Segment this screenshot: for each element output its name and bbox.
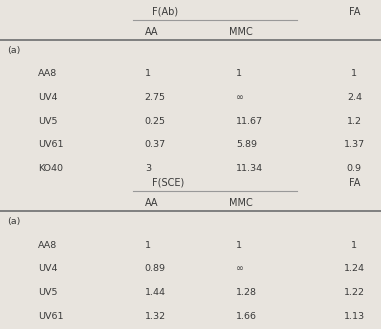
Text: 1: 1 <box>351 240 357 250</box>
Text: UV5: UV5 <box>38 117 58 126</box>
Text: 1: 1 <box>236 240 242 250</box>
Text: UV4: UV4 <box>38 264 58 273</box>
Text: (a): (a) <box>8 46 21 55</box>
Text: 0.25: 0.25 <box>145 117 166 126</box>
Text: ∞: ∞ <box>236 264 244 273</box>
Text: FA: FA <box>349 178 360 188</box>
Text: (a): (a) <box>8 217 21 226</box>
Text: 0.37: 0.37 <box>145 140 166 149</box>
Text: AA8: AA8 <box>38 240 58 250</box>
Text: 1: 1 <box>145 69 151 78</box>
Text: FA: FA <box>349 7 360 16</box>
Text: UV61: UV61 <box>38 312 64 321</box>
Text: 1.24: 1.24 <box>344 264 365 273</box>
Text: 1.66: 1.66 <box>236 312 257 321</box>
Text: AA: AA <box>145 27 158 37</box>
Text: 1.2: 1.2 <box>347 117 362 126</box>
Text: F(Ab): F(Ab) <box>152 7 179 16</box>
Text: 1.22: 1.22 <box>344 288 365 297</box>
Text: 11.34: 11.34 <box>236 164 263 173</box>
Text: AA8: AA8 <box>38 69 58 78</box>
Text: 1.37: 1.37 <box>344 140 365 149</box>
Text: UV4: UV4 <box>38 93 58 102</box>
Text: 1: 1 <box>236 69 242 78</box>
Text: 11.67: 11.67 <box>236 117 263 126</box>
Text: 2.4: 2.4 <box>347 93 362 102</box>
Text: 1.13: 1.13 <box>344 312 365 321</box>
Text: KO40: KO40 <box>38 164 63 173</box>
Text: 2.75: 2.75 <box>145 93 166 102</box>
Text: 1.32: 1.32 <box>145 312 166 321</box>
Text: MMC: MMC <box>229 27 252 37</box>
Text: ∞: ∞ <box>236 93 244 102</box>
Text: 0.89: 0.89 <box>145 264 166 273</box>
Text: 1: 1 <box>145 240 151 250</box>
Text: UV5: UV5 <box>38 288 58 297</box>
Text: 1.44: 1.44 <box>145 288 166 297</box>
Text: 0.9: 0.9 <box>347 164 362 173</box>
Text: 1: 1 <box>351 69 357 78</box>
Text: 1.28: 1.28 <box>236 288 257 297</box>
Text: AA: AA <box>145 198 158 208</box>
Text: UV61: UV61 <box>38 140 64 149</box>
Text: 3: 3 <box>145 164 151 173</box>
Text: MMC: MMC <box>229 198 252 208</box>
Text: 5.89: 5.89 <box>236 140 257 149</box>
Text: F(SCE): F(SCE) <box>152 178 185 188</box>
